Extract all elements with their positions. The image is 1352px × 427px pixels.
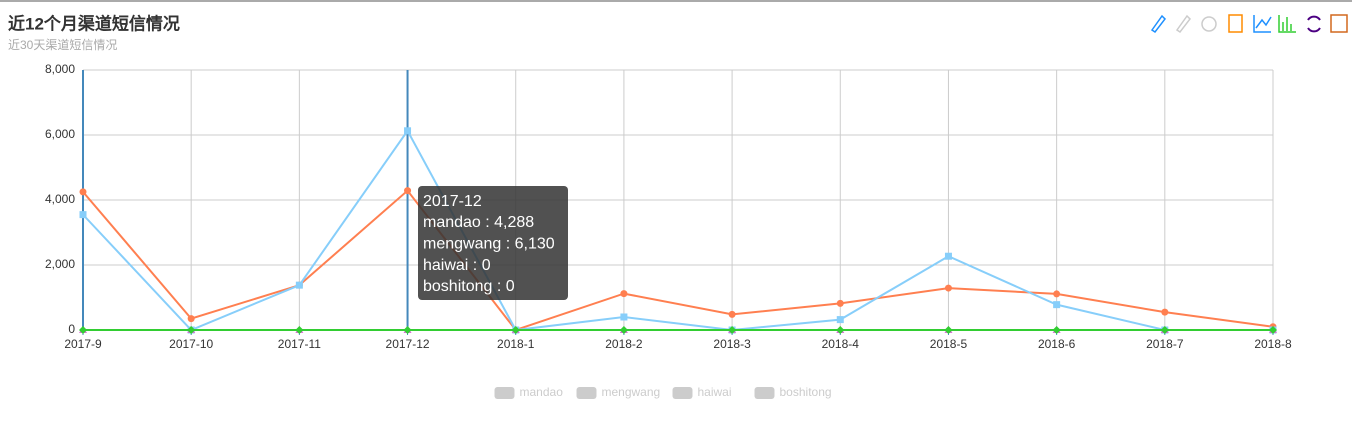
point [944,284,952,292]
point [944,252,952,260]
legend-label: haiwai [698,385,732,399]
x-tick-label: 2018-3 [713,337,751,351]
tooltip-line: boshitong : 0 [423,278,515,295]
legend-swatch [672,387,693,399]
toolbox[interactable] [1150,14,1348,34]
chart-title: 近12个月渠道短信情况 [8,13,180,33]
tooltip-title: 2017-12 [423,193,482,210]
legend-swatch [494,387,515,399]
series-line [82,128,1273,332]
tool-icon[interactable] [1228,14,1243,33]
point [1269,326,1277,334]
tooltip: 2017-12 mandao : 4,288 mengwang : 6,130 hai… [418,186,568,300]
legend-label: mengwang [602,385,661,399]
tool-icon[interactable] [1278,15,1296,33]
x-tick-label: 2018-2 [605,337,643,351]
point [1161,308,1169,316]
point [1053,301,1061,309]
y-tick-label: 6,000 [45,127,75,141]
x-tick-label: 2017-9 [64,337,102,351]
tool-icon[interactable] [1253,15,1272,33]
point [404,187,412,195]
point [836,316,844,324]
point [79,211,87,219]
point [836,326,845,334]
tooltip-box [418,186,568,300]
tooltip-line: mandao : 4,288 [423,214,534,231]
x-tick-label: 2017-12 [386,337,430,351]
legend: mandao mengwang haiwai boshitong [494,385,832,399]
point [620,313,628,321]
y-tick-label: 2,000 [45,257,75,271]
point [728,310,736,318]
tooltip-line: mengwang : 6,130 [423,236,555,253]
point [619,326,628,334]
tool-icon[interactable] [1201,16,1217,32]
tool-icon[interactable] [1307,15,1321,33]
x-tick-label: 2017-10 [169,337,213,351]
chart-subtitle: 近30天渠道短信情况 [8,38,117,52]
legend-label: mandao [520,385,564,399]
x-tick-label: 2018-8 [1254,337,1292,351]
point [728,326,737,334]
x-tick-label: 2018-7 [1146,337,1184,351]
tool-icon[interactable] [1330,14,1348,33]
y-tick-label: 8,000 [45,62,75,76]
x-tick-label: 2018-1 [497,337,535,351]
point [403,326,412,334]
legend-label: boshitong [780,385,832,399]
x-tick-label: 2018-4 [822,337,860,351]
legend-swatch [576,387,597,399]
point [836,299,844,307]
x-tick-label: 2018-6 [1038,337,1076,351]
point [295,326,304,334]
x-tick-label: 2018-5 [930,337,968,351]
point [1053,290,1061,298]
y-tick-label: 0 [68,322,75,336]
point [187,326,196,334]
tool-icon[interactable] [1150,14,1166,34]
point [620,290,628,298]
y-tick-label: 4,000 [45,192,75,206]
point [79,326,87,334]
point [295,281,303,289]
point [404,127,412,135]
point [79,188,87,196]
series-line [82,189,1274,332]
tool-icon[interactable] [1175,14,1191,34]
tooltip-line: haiwai : 0 [423,257,491,274]
point [187,315,195,323]
point [1052,326,1061,334]
point [944,326,953,334]
legend-swatch [754,387,775,399]
x-tick-label: 2017-11 [278,337,321,351]
point [1160,326,1169,334]
point [511,326,520,334]
